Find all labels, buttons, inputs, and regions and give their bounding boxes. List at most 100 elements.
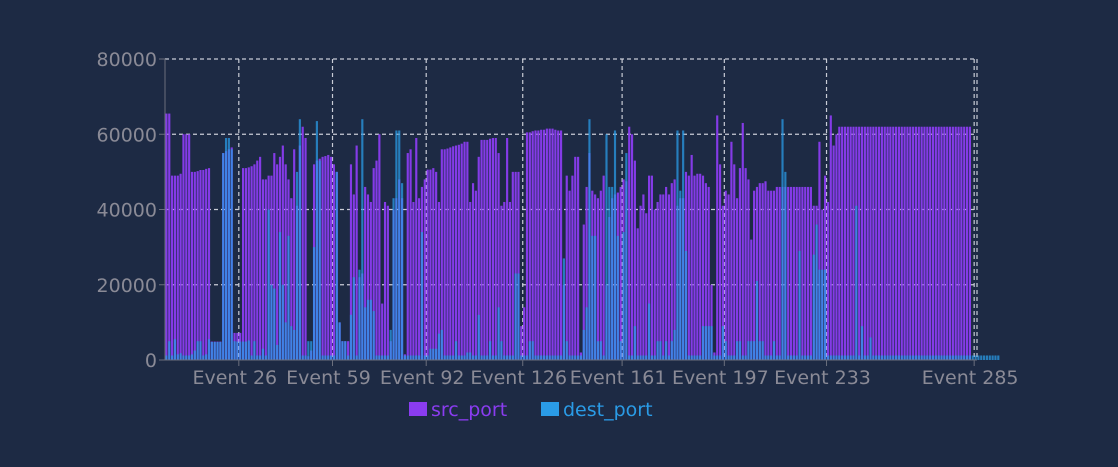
dest-port-bar [985,355,989,360]
dest-port-bar [264,355,267,360]
dest-port-bar [239,341,242,360]
dest-port-bar [738,341,742,360]
dest-port-bar [849,355,852,360]
dest-port-bar [500,341,503,360]
src-port-bar [741,122,744,361]
dest-port-bar [506,355,509,360]
src-port-bar [767,190,770,360]
src-port-bar [789,186,793,360]
src-port-bar [670,183,673,360]
dest-port-bar [755,280,759,360]
dest-port-bar [324,355,327,360]
src-port-bar [244,168,247,360]
dest-port-bar [843,355,847,360]
dest-port-bar [645,355,648,360]
dest-port-bar [875,355,878,360]
src-port-bar [599,190,602,360]
dest-port-bar [349,314,353,360]
src-port-bar [378,134,381,360]
src-port-bar [426,169,429,360]
src-port-bar [324,156,327,360]
dest-port-bar [386,355,389,360]
src-port-bar [829,115,832,360]
src-port-bar [168,113,171,361]
dest-port-bar [733,355,736,360]
dest-port-bar [653,355,656,360]
dest-port-bar [838,355,841,360]
dest-port-bar [233,341,236,360]
dest-port-bar [406,355,409,360]
dest-port-bar [701,326,705,360]
dest-port-bar [798,250,801,360]
dest-port-bar [400,183,404,360]
src-port-bar [196,171,199,360]
dest-port-bar [642,355,645,360]
src-port-bar [446,148,449,360]
src-port-bar [259,156,262,360]
src-port-bar [619,186,622,360]
src-port-bar [491,138,495,360]
dest-port-bar [372,311,375,360]
src-port-bar [454,145,458,360]
src-port-bar [199,169,202,360]
dest-port-bar [176,354,179,360]
dest-port-bar [440,329,443,360]
src-port-bar [809,186,812,360]
dest-port-bar [806,355,810,360]
dest-port-bar [761,341,764,360]
dest-port-bar [287,235,290,360]
src-port-bar [182,134,185,360]
dest-port-bar [923,355,926,360]
dest-port-bar [727,355,730,360]
src-port-bar [327,154,330,360]
legend-item-src-port[interactable]: src_port [409,399,507,421]
src-port-bar [852,126,855,360]
dest-port-bar [403,355,406,360]
src-port-bar [673,179,676,360]
dest-port-bar [432,348,435,360]
dest-port-bar [710,326,713,360]
dest-port-bar [418,355,421,360]
src-port-bar [965,126,969,360]
dest-port-bar [616,235,619,360]
dest-port-bar [568,355,571,360]
src-port-bar [653,209,656,360]
src-port-bar [946,126,949,360]
dest-port-bar [690,355,693,360]
dest-port-bar [366,299,370,360]
src-port-bar [667,194,671,360]
dest-port-bar [486,355,489,360]
src-port-bar [250,166,253,360]
dest-port-bar [210,341,213,360]
dest-port-bar [764,355,767,360]
dest-port-bar [435,348,438,360]
dest-port-bar [474,355,477,360]
legend-item-dest-port[interactable]: dest_port [541,399,653,421]
dest-port-bar [540,355,543,360]
src-port-bar [826,201,830,360]
dest-port-bar [630,355,634,360]
dest-port-bar [892,355,895,360]
dest-port-bar [656,341,659,360]
src-port-bar [866,126,869,360]
dest-port-bar [812,254,815,360]
dest-port-bar [508,355,512,360]
y-tick-label: 0 [145,350,157,372]
x-tick-label: Event 233 [774,367,871,389]
x-axis-ticks: Event 26 Event 59 Event 92 Event 126 Event 1… [192,360,1019,389]
src-port-bar [951,126,954,360]
dest-port-bar [398,130,401,360]
dest-port-bar [270,284,273,360]
src-port-bar [480,139,483,360]
dest-port-bar [523,355,526,360]
dest-port-bar [594,235,597,360]
src-port-bar [738,168,742,360]
src-port-bar [332,164,336,360]
dest-port-bar [841,355,844,360]
src-port-bar [804,186,807,360]
src-port-bar [284,164,287,360]
src-port-bar [489,138,492,360]
legend[interactable]: src_port dest_port [409,399,653,421]
dest-port-bar [906,355,909,360]
dest-port-bar [997,355,1000,360]
